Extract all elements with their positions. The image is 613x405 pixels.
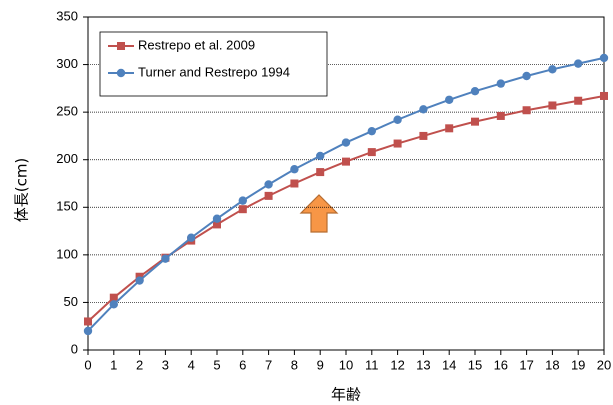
data-point xyxy=(574,96,583,105)
x-tick-label: 19 xyxy=(571,357,585,372)
x-tick-label: 10 xyxy=(339,357,353,372)
data-point xyxy=(238,196,247,205)
data-point xyxy=(470,87,480,96)
data-point xyxy=(419,105,428,114)
y-tick-label: 50 xyxy=(64,294,78,309)
data-point xyxy=(445,95,454,104)
data-point xyxy=(341,138,351,147)
y-tick-label: 100 xyxy=(56,246,78,261)
x-tick-label: 14 xyxy=(442,357,456,372)
x-tick-label: 12 xyxy=(390,357,404,372)
y-axis-label: 体長(cm) xyxy=(13,158,31,223)
data-point xyxy=(548,65,557,74)
data-point xyxy=(471,117,479,126)
legend-marker xyxy=(117,42,125,50)
y-tick-label: 250 xyxy=(56,104,78,119)
x-tick-label: 2 xyxy=(136,357,143,372)
y-tick-label: 300 xyxy=(56,56,78,71)
data-point xyxy=(367,148,376,157)
y-tick-label: 150 xyxy=(56,199,78,214)
x-tick-label: 7 xyxy=(265,357,272,372)
x-tick-label: 16 xyxy=(494,357,508,372)
x-tick-label: 3 xyxy=(162,357,169,372)
data-point xyxy=(496,79,505,88)
data-point xyxy=(342,157,350,166)
x-tick-label: 17 xyxy=(519,357,533,372)
data-point xyxy=(316,151,325,161)
x-tick-label: 1 xyxy=(110,357,117,372)
x-axis-label: 年齢 xyxy=(331,386,361,404)
data-point xyxy=(264,180,273,189)
x-tick-label: 5 xyxy=(213,357,220,372)
data-point xyxy=(522,106,531,115)
data-point xyxy=(496,111,505,120)
data-point xyxy=(212,214,222,223)
arrow-annotation xyxy=(299,194,339,233)
legend-box xyxy=(99,31,328,97)
data-point xyxy=(264,191,273,200)
data-point xyxy=(290,165,299,174)
legend-label: Restrepo et al. 2009 xyxy=(138,37,255,52)
x-tick-label: 13 xyxy=(416,357,430,372)
x-tick-label: 9 xyxy=(317,357,324,372)
data-point xyxy=(316,168,325,177)
legend-label: Turner and Restrepo 1994 xyxy=(138,64,290,79)
data-point xyxy=(599,53,609,63)
data-point xyxy=(393,139,402,148)
x-tick-label: 11 xyxy=(365,357,379,372)
data-point xyxy=(548,101,557,110)
data-point xyxy=(367,126,376,136)
data-point xyxy=(109,293,118,302)
data-point xyxy=(393,115,402,124)
x-tick-label: 0 xyxy=(84,357,91,372)
y-tick-label: 200 xyxy=(56,151,78,166)
data-point xyxy=(187,233,196,242)
legend-marker xyxy=(116,68,126,78)
x-tick-label: 8 xyxy=(291,357,298,372)
data-point xyxy=(600,91,608,100)
data-point xyxy=(238,205,247,214)
data-point xyxy=(522,71,531,81)
y-tick-label: 350 xyxy=(56,8,78,23)
x-tick-label: 20 xyxy=(597,357,611,372)
data-point xyxy=(83,326,93,336)
data-point xyxy=(445,124,454,133)
data-point xyxy=(574,59,583,68)
data-point xyxy=(109,300,119,309)
y-tick-label: 0 xyxy=(71,341,78,356)
x-tick-label: 15 xyxy=(468,357,482,372)
x-tick-label: 6 xyxy=(239,357,246,372)
data-point xyxy=(213,220,221,229)
data-point xyxy=(84,317,92,326)
data-point xyxy=(161,254,170,263)
data-point xyxy=(290,179,299,188)
series-line xyxy=(87,56,605,332)
x-tick-label: 18 xyxy=(545,357,559,372)
data-point xyxy=(135,276,144,285)
x-tick-label: 4 xyxy=(188,357,195,372)
series-line xyxy=(87,94,605,323)
data-point xyxy=(419,131,428,140)
